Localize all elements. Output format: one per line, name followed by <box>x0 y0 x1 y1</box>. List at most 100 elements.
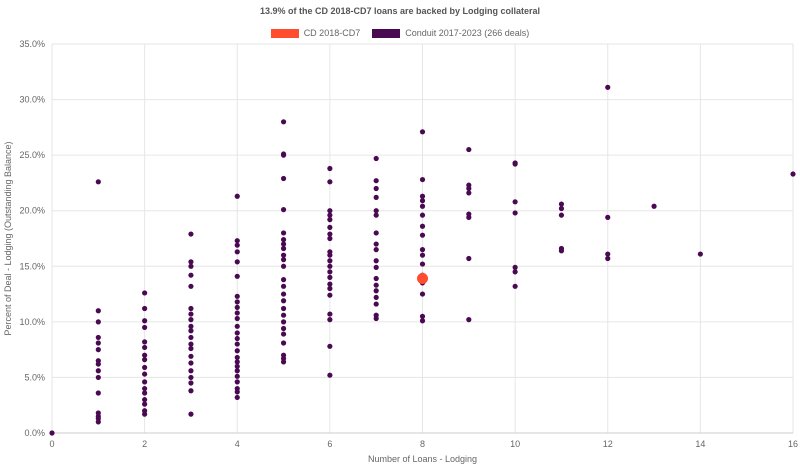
conduit-point <box>234 259 240 265</box>
y-tick-label: 0.0% <box>24 428 45 438</box>
conduit-point <box>790 171 796 177</box>
conduit-point <box>49 430 55 436</box>
conduit-point <box>95 308 101 314</box>
conduit-point <box>188 283 194 289</box>
conduit-point <box>95 419 101 425</box>
conduit-point <box>280 237 287 243</box>
conduit-point <box>142 324 148 331</box>
conduit-point <box>373 294 379 301</box>
conduit-point <box>558 212 565 218</box>
x-tick-label: 14 <box>695 439 705 449</box>
conduit-point <box>419 193 426 199</box>
conduit-point <box>280 252 287 258</box>
conduit-point <box>142 357 148 363</box>
x-tick-label: 8 <box>420 439 425 449</box>
legend-item-deal[interactable]: CD 2018-CD7 <box>270 28 361 38</box>
conduit-point <box>419 212 426 218</box>
conduit-point <box>651 203 657 209</box>
y-tick-label: 20.0% <box>19 206 45 216</box>
conduit-point <box>280 245 287 252</box>
conduit-point <box>280 263 287 269</box>
conduit-point <box>234 323 240 329</box>
conduit-point <box>419 198 426 204</box>
conduit-point <box>327 372 333 378</box>
x-tick-label: 12 <box>603 439 613 449</box>
conduit-point <box>95 179 101 185</box>
conduit-point <box>327 281 333 287</box>
conduit-point <box>280 325 287 332</box>
x-tick-label: 16 <box>788 439 798 449</box>
conduit-point <box>95 334 101 341</box>
conduit-point <box>327 343 333 349</box>
conduit-point <box>280 257 287 263</box>
conduit-point <box>373 185 379 192</box>
conduit-point <box>234 379 240 385</box>
legend-item-conduit[interactable]: Conduit 2017-2023 (266 deals) <box>372 28 529 38</box>
conduit-point <box>419 261 426 267</box>
conduit-point <box>142 339 148 345</box>
conduit-point <box>419 247 426 253</box>
conduit-point <box>188 334 194 341</box>
y-tick-label: 25.0% <box>19 150 45 160</box>
conduit-point <box>95 374 101 381</box>
conduit-point <box>188 360 194 366</box>
conduit-point <box>327 224 333 230</box>
conduit-point <box>466 317 472 323</box>
conduit-point <box>373 178 379 184</box>
conduit-point <box>512 199 518 205</box>
conduit-point <box>327 269 333 275</box>
conduit-point <box>234 315 240 322</box>
conduit-point <box>142 290 148 296</box>
conduit-point <box>419 176 426 183</box>
conduit-point <box>558 201 565 207</box>
conduit-point <box>95 347 101 353</box>
y-tick-label: 35.0% <box>19 39 45 49</box>
conduit-point <box>234 341 240 347</box>
conduit-point <box>512 269 518 275</box>
conduit-point <box>327 317 333 323</box>
x-tick-label: 0 <box>49 439 54 449</box>
conduit-point <box>512 161 518 167</box>
conduit-point <box>280 331 287 337</box>
chart-title: 13.9% of the CD 2018-CD7 loans are backe… <box>259 6 541 16</box>
conduit-point <box>188 317 194 323</box>
legend: CD 2018-CD7 Conduit 2017-2023 (266 deals… <box>0 28 800 38</box>
conduit-point <box>327 285 333 292</box>
conduit-point <box>142 390 148 396</box>
conduit-point <box>95 340 101 346</box>
x-axis-title: Number of Loans - Lodging <box>368 454 477 464</box>
y-tick-label: 30.0% <box>19 95 45 105</box>
conduit-point <box>142 411 148 417</box>
conduit-point <box>280 359 287 365</box>
conduit-point <box>697 251 703 257</box>
conduit-point <box>466 214 472 220</box>
conduit-point <box>234 389 240 395</box>
conduit-point <box>419 252 426 258</box>
conduit-point <box>327 292 333 298</box>
conduit-point <box>142 385 148 392</box>
conduit-point <box>419 223 426 229</box>
conduit-point <box>142 379 148 385</box>
conduit-point <box>327 212 333 218</box>
conduit-point <box>142 371 148 377</box>
conduit-point <box>466 146 472 153</box>
conduit-point <box>234 293 240 299</box>
legend-label-deal: CD 2018-CD7 <box>303 28 361 38</box>
conduit-point <box>280 277 287 283</box>
conduit-point <box>373 241 379 247</box>
conduit-point <box>558 248 565 254</box>
conduit-point <box>188 323 194 329</box>
conduit-point <box>373 212 379 218</box>
conduit-point <box>188 345 194 352</box>
conduit-point <box>327 311 333 317</box>
conduit-point <box>512 264 518 270</box>
conduit-point <box>280 291 287 297</box>
y-tick-label: 5.0% <box>24 372 45 382</box>
conduit-point <box>373 230 379 236</box>
conduit-point <box>188 263 194 269</box>
conduit-point <box>188 311 194 317</box>
conduit-point <box>188 388 194 394</box>
conduit-point <box>327 258 333 264</box>
conduit-point <box>188 374 194 381</box>
